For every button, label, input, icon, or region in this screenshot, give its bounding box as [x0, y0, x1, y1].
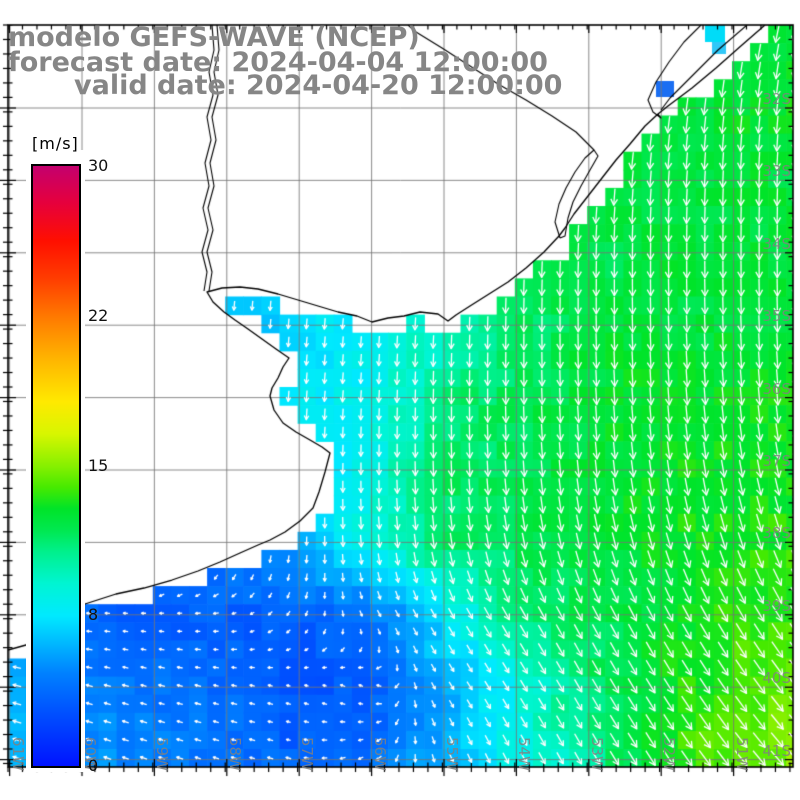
- lon-label: 56W: [370, 737, 389, 771]
- colorbar-tick-label: 30: [88, 156, 109, 176]
- lon-label: 58W: [225, 737, 244, 771]
- colorbar-tick-label: 8: [88, 605, 99, 625]
- model-title: modelo GEFS-WAVE (NCEP): [8, 22, 420, 53]
- lat-label: 41S: [762, 741, 791, 760]
- colorbar-tick-label: 15: [88, 456, 109, 476]
- lat-label: 35S: [762, 307, 791, 326]
- lon-label: 55W: [443, 737, 461, 771]
- lon-label: 52W: [660, 737, 679, 771]
- colorbar-tick-label: 22: [88, 306, 109, 326]
- lat-label: 40S: [762, 669, 791, 688]
- lat-label: 38S: [762, 524, 791, 543]
- lon-label: 53W: [587, 737, 606, 771]
- lat-label: 34S: [762, 234, 791, 253]
- lon-label: 59W: [153, 737, 172, 771]
- valid-date-label: valid date: 2024-04-20 12:00:00: [74, 70, 563, 101]
- lat-label: 37S: [762, 452, 791, 470]
- colorbar-unit-label: [m/s]: [32, 134, 79, 153]
- lon-label: 61W: [8, 737, 27, 771]
- lon-label: 57W: [298, 737, 317, 771]
- lat-label: 36S: [762, 379, 791, 398]
- lon-label: 51W: [732, 737, 751, 771]
- forecast-date-label: forecast date: 2024-04-04 12:00:00: [8, 47, 548, 78]
- lat-label: 39S: [762, 596, 791, 615]
- lon-label: 54W: [515, 737, 534, 771]
- lat-label: 33S: [762, 162, 791, 181]
- lat-label: 32S: [762, 90, 791, 108]
- colorbar-tick-label: 0: [88, 756, 99, 776]
- colorbar-gradient: [31, 164, 81, 768]
